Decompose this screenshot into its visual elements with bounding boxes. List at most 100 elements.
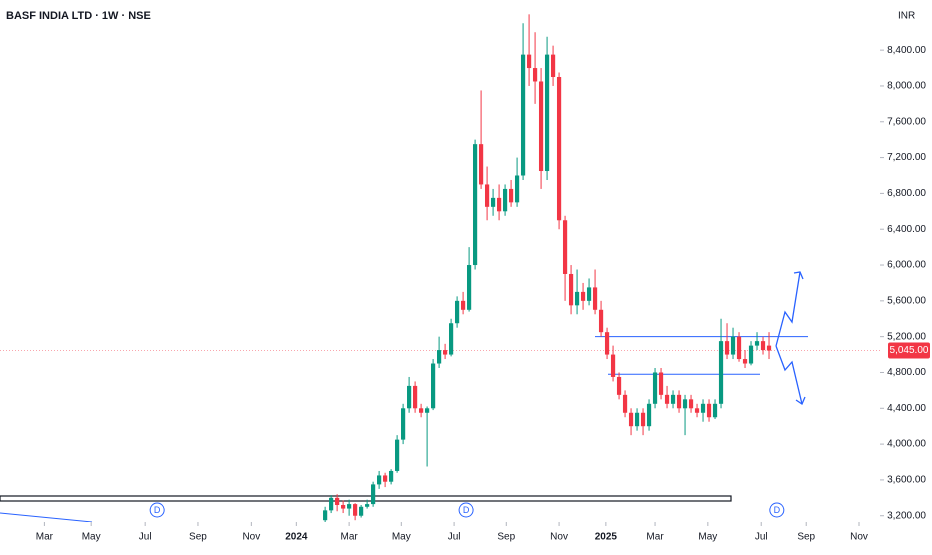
candle-body xyxy=(670,394,676,404)
candle-body xyxy=(419,408,424,413)
arrow-down-head xyxy=(795,396,806,405)
x-tick-label: Jul xyxy=(755,532,768,543)
candle-body xyxy=(431,363,436,409)
candle-body xyxy=(329,497,334,511)
candle-body xyxy=(700,403,706,413)
candle-body xyxy=(616,376,622,395)
candle-body xyxy=(520,54,526,176)
candle-body xyxy=(760,341,766,351)
y-tick-label: 7,200.00 xyxy=(887,152,926,163)
candle-body xyxy=(742,359,748,364)
y-tick-label: 8,400.00 xyxy=(887,45,926,56)
arrow-down xyxy=(775,345,803,405)
x-tick-label: Jul xyxy=(139,532,152,543)
candle-body xyxy=(514,175,520,203)
event-label: D xyxy=(463,505,470,515)
candle-body xyxy=(532,68,538,82)
candle-body xyxy=(658,372,664,395)
candle-body xyxy=(610,354,616,377)
candle-body xyxy=(754,341,760,346)
candle-body xyxy=(712,403,718,418)
x-tick-label: Sep xyxy=(797,532,815,543)
candle-body xyxy=(526,54,532,69)
event-label: D xyxy=(154,505,161,515)
candle-body xyxy=(568,273,574,306)
candle-body xyxy=(562,220,568,274)
candle-body xyxy=(472,144,478,266)
y-tick-label: 8,000.00 xyxy=(887,81,926,92)
candle-body xyxy=(389,470,394,482)
candle-body xyxy=(508,188,514,203)
projection-arrows xyxy=(775,271,806,405)
x-tick-label: Mar xyxy=(36,532,54,543)
candle-body xyxy=(413,385,418,409)
x-tick-label: May xyxy=(392,532,411,543)
candle-body xyxy=(676,394,682,409)
candle-body xyxy=(442,350,448,355)
trend-line xyxy=(0,512,93,522)
last-price-box xyxy=(888,342,930,359)
candle-body xyxy=(448,323,454,355)
x-tick-label: 2024 xyxy=(285,532,308,543)
candle-body xyxy=(395,439,400,471)
candle-body xyxy=(550,54,556,78)
candle-body xyxy=(538,81,544,172)
candle-body xyxy=(622,394,628,413)
candle-body xyxy=(706,403,712,418)
candle-body xyxy=(377,475,382,485)
plot-area xyxy=(0,14,880,522)
candle-body xyxy=(586,287,592,301)
x-tick-label: Mar xyxy=(646,532,664,543)
candle-body xyxy=(628,412,634,427)
candle-body xyxy=(652,372,658,404)
candle-body xyxy=(478,144,484,185)
candle-body xyxy=(502,188,508,212)
candle-body xyxy=(766,345,772,351)
x-tick-label: May xyxy=(82,532,101,543)
x-tick-label: Mar xyxy=(341,532,359,543)
candle-body xyxy=(371,484,376,505)
y-tick-label: 5,200.00 xyxy=(887,331,926,342)
drawing-box xyxy=(0,495,732,502)
candle-body xyxy=(556,77,562,221)
arrow-up-head xyxy=(793,271,804,280)
y-tick-label: 3,600.00 xyxy=(887,475,926,486)
candle-body xyxy=(694,408,700,413)
candle-body xyxy=(484,184,490,207)
candle-body xyxy=(490,197,496,207)
candle-body xyxy=(604,332,610,355)
candle-body xyxy=(736,336,742,360)
chart-title: BASF INDIA LTD · 1W · NSE xyxy=(6,10,151,22)
candle-body xyxy=(664,394,670,404)
x-tick-label: Nov xyxy=(550,532,568,543)
candle-body xyxy=(425,408,430,413)
candle-body xyxy=(365,504,370,507)
candle-body xyxy=(724,341,730,355)
candle-body xyxy=(646,403,652,427)
candle-body xyxy=(544,54,550,172)
candle-body xyxy=(574,291,580,306)
y-tick-label: 4,800.00 xyxy=(887,367,926,378)
y-tick-label: 4,400.00 xyxy=(887,403,926,414)
candle-body xyxy=(353,504,358,516)
candle-body xyxy=(730,336,736,355)
x-tick-label: Sep xyxy=(189,532,207,543)
candle-body xyxy=(454,300,460,324)
event-marker xyxy=(769,502,785,518)
y-tick-label: 6,400.00 xyxy=(887,224,926,235)
candle-body xyxy=(640,412,646,427)
x-tick-label: 2025 xyxy=(595,532,618,543)
y-tick-label: 3,200.00 xyxy=(887,510,926,521)
candle-body xyxy=(407,385,412,409)
currency-label: INR xyxy=(898,11,915,22)
x-tick-label: Sep xyxy=(497,532,515,543)
candle-body xyxy=(383,475,388,482)
candle-body xyxy=(718,341,724,404)
candle-body xyxy=(323,510,328,521)
last-price-label: 5,045.00 xyxy=(890,345,929,356)
event-label: D xyxy=(774,505,781,515)
event-marker xyxy=(458,502,474,518)
x-tick-label: Jul xyxy=(448,532,461,543)
x-tick-label: Nov xyxy=(242,532,260,543)
